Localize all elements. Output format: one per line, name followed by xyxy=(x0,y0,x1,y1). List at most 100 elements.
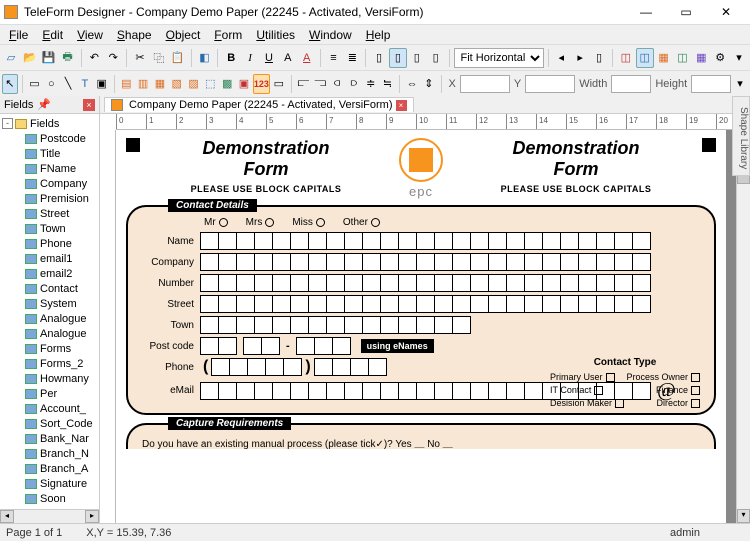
y-input[interactable] xyxy=(525,75,575,93)
print-icon[interactable]: 🖶 xyxy=(59,48,77,68)
al6-icon[interactable]: ≒ xyxy=(380,74,396,94)
input-cell[interactable] xyxy=(236,253,255,271)
bold-icon[interactable]: B xyxy=(222,48,240,68)
open-icon[interactable]: 📂 xyxy=(21,48,39,68)
input-cell[interactable] xyxy=(578,232,597,250)
input-cell[interactable] xyxy=(506,253,525,271)
height-input[interactable] xyxy=(691,75,731,93)
input-cell[interactable] xyxy=(296,337,315,355)
ct-primary-user[interactable]: Primary User xyxy=(550,372,615,382)
input-cell[interactable] xyxy=(398,274,417,292)
input-cell[interactable] xyxy=(229,358,248,376)
ct-process-owner[interactable]: Process Owner xyxy=(626,372,700,382)
input-cell[interactable] xyxy=(380,253,399,271)
input-cell[interactable] xyxy=(308,232,327,250)
f5-icon[interactable]: ▨ xyxy=(186,74,202,94)
al5-icon[interactable]: ≑ xyxy=(363,74,379,94)
input-cell[interactable] xyxy=(326,316,345,334)
input-cell[interactable] xyxy=(344,295,363,313)
input-cell[interactable] xyxy=(344,274,363,292)
field-account_[interactable]: Account_ xyxy=(2,401,97,416)
input-cell[interactable] xyxy=(596,295,615,313)
salut-miss[interactable]: Miss xyxy=(292,217,325,228)
field-analogue[interactable]: Analogue xyxy=(2,326,97,341)
input-cell[interactable] xyxy=(200,253,219,271)
input-cell[interactable] xyxy=(254,382,273,400)
input-cell[interactable] xyxy=(272,253,291,271)
field-email2[interactable]: email2 xyxy=(2,266,97,281)
input-cell[interactable] xyxy=(243,337,262,355)
input-cell[interactable] xyxy=(272,295,291,313)
copy-icon[interactable]: ⿻ xyxy=(150,48,168,68)
menu-utilities[interactable]: Utilities xyxy=(249,26,302,44)
input-cell[interactable] xyxy=(344,253,363,271)
text-icon[interactable]: T xyxy=(77,74,93,94)
input-cell[interactable] xyxy=(434,232,453,250)
input-cell[interactable] xyxy=(470,382,489,400)
input-cell[interactable] xyxy=(632,232,651,250)
input-cell[interactable] xyxy=(344,382,363,400)
line-icon[interactable]: ╲ xyxy=(60,74,76,94)
input-cell[interactable] xyxy=(265,358,284,376)
input-cell[interactable] xyxy=(272,232,291,250)
input-cell[interactable] xyxy=(614,274,633,292)
input-cell[interactable] xyxy=(542,253,561,271)
nav-first-icon[interactable]: ◂ xyxy=(552,48,570,68)
dist1-icon[interactable]: ⇔ xyxy=(404,74,420,94)
grp1-icon[interactable]: ◫ xyxy=(617,48,635,68)
input-cell[interactable] xyxy=(344,316,363,334)
rect-icon[interactable]: ▭ xyxy=(27,74,43,94)
input-cell[interactable] xyxy=(314,358,333,376)
align-left-icon[interactable]: ≡ xyxy=(325,48,343,68)
input-cell[interactable] xyxy=(218,253,237,271)
input-cell[interactable] xyxy=(326,253,345,271)
grp3-icon[interactable]: ◫ xyxy=(674,48,692,68)
input-cell[interactable] xyxy=(560,232,579,250)
input-cell[interactable] xyxy=(578,253,597,271)
input-cell[interactable] xyxy=(614,232,633,250)
input-cell[interactable] xyxy=(506,295,525,313)
paste-icon[interactable]: 📋 xyxy=(169,48,187,68)
input-cell[interactable] xyxy=(380,316,399,334)
f7-icon[interactable]: ▩ xyxy=(219,74,235,94)
input-cell[interactable] xyxy=(434,316,453,334)
input-cell[interactable] xyxy=(290,253,309,271)
input-cell[interactable] xyxy=(380,232,399,250)
f9-icon[interactable]: 123 xyxy=(253,74,270,94)
input-cell[interactable] xyxy=(326,232,345,250)
input-cell[interactable] xyxy=(218,274,237,292)
field-fname[interactable]: FName xyxy=(2,161,97,176)
field-forms_2[interactable]: Forms_2 xyxy=(2,356,97,371)
field-title[interactable]: Title xyxy=(2,146,97,161)
field-phone[interactable]: Phone xyxy=(2,236,97,251)
input-cell[interactable] xyxy=(200,316,219,334)
input-cell[interactable] xyxy=(452,253,471,271)
ct-director[interactable]: Director xyxy=(656,398,700,408)
minimize-button[interactable]: — xyxy=(626,0,666,24)
input-cell[interactable] xyxy=(332,337,351,355)
doc2-icon[interactable]: ▯ xyxy=(389,48,407,68)
salut-mrs[interactable]: Mrs xyxy=(246,217,275,228)
ct-it-contact[interactable]: IT Contact xyxy=(550,385,603,395)
input-cell[interactable] xyxy=(452,295,471,313)
input-cell[interactable] xyxy=(308,382,327,400)
input-cell[interactable] xyxy=(290,295,309,313)
nav-page-icon[interactable]: ▯ xyxy=(590,48,608,68)
input-cell[interactable] xyxy=(506,274,525,292)
input-cell[interactable] xyxy=(218,382,237,400)
fields-hscroll[interactable]: ◂▸ xyxy=(0,509,99,523)
input-cell[interactable] xyxy=(362,232,381,250)
f10-icon[interactable]: ▭ xyxy=(271,74,287,94)
input-cell[interactable] xyxy=(524,382,543,400)
input-cell[interactable] xyxy=(524,232,543,250)
menu-view[interactable]: View xyxy=(70,26,110,44)
input-cell[interactable] xyxy=(254,253,273,271)
close-button[interactable]: ✕ xyxy=(706,0,746,24)
input-cell[interactable] xyxy=(218,295,237,313)
input-cell[interactable] xyxy=(596,274,615,292)
input-cell[interactable] xyxy=(332,358,351,376)
input-cell[interactable] xyxy=(398,253,417,271)
input-cell[interactable] xyxy=(398,295,417,313)
doc3-icon[interactable]: ▯ xyxy=(408,48,426,68)
input-cell[interactable] xyxy=(380,274,399,292)
